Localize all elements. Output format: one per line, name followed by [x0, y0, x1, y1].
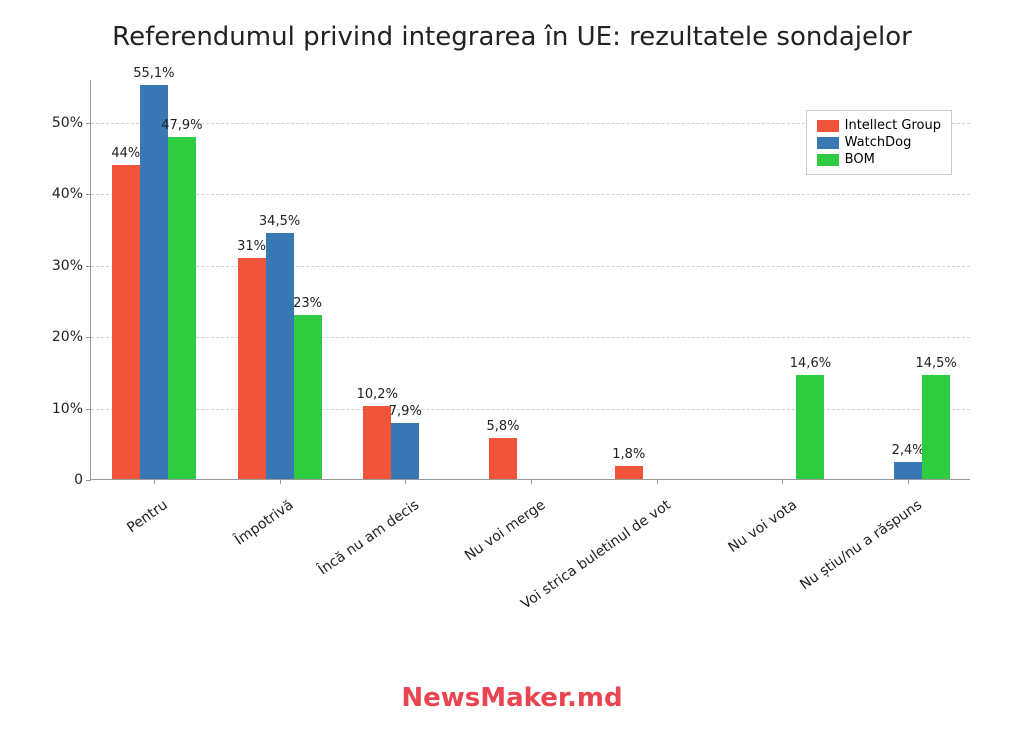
plot-area: 010%20%30%40%50%Pentru44%55,1%47,9%Împot…: [90, 80, 970, 480]
bar: [922, 375, 950, 479]
y-tick-mark: [86, 480, 91, 481]
bar: [894, 462, 922, 479]
legend-label: WatchDog: [845, 135, 912, 150]
gridline: [91, 337, 970, 338]
bar: [363, 406, 391, 479]
y-tick-mark: [86, 409, 91, 410]
bar-value-label: 1,8%: [612, 447, 645, 462]
bar-value-label: 7,9%: [389, 404, 422, 419]
x-tick-mark: [405, 479, 406, 484]
y-tick-label: 20%: [41, 329, 83, 345]
bar: [615, 466, 643, 479]
legend-item: Intellect Group: [817, 117, 941, 134]
legend: Intellect Group WatchDog BOM: [806, 110, 952, 175]
bar: [238, 258, 266, 479]
y-tick-label: 10%: [41, 401, 83, 417]
x-tick-mark: [280, 479, 281, 484]
x-tick-mark: [531, 479, 532, 484]
x-tick-mark: [657, 479, 658, 484]
bar: [140, 85, 168, 479]
y-tick-mark: [86, 123, 91, 124]
y-tick-label: 0: [41, 472, 83, 488]
branding-logo: NewsMaker.md: [0, 683, 1024, 713]
bar-value-label: 14,6%: [790, 356, 831, 371]
bar: [266, 233, 294, 479]
bar-value-label: 31%: [237, 239, 266, 254]
bar: [294, 315, 322, 479]
bar-value-label: 5,8%: [486, 419, 519, 434]
x-category-label: Nu voi merge: [462, 497, 548, 564]
y-tick-label: 30%: [41, 258, 83, 274]
legend-swatch: [817, 137, 839, 149]
x-category-label: Pentru: [125, 497, 171, 536]
bar-value-label: 10,2%: [357, 387, 398, 402]
y-tick-label: 40%: [41, 186, 83, 202]
bar-value-label: 44%: [111, 146, 140, 161]
x-tick-mark: [782, 479, 783, 484]
y-tick-label: 50%: [41, 115, 83, 131]
gridline: [91, 409, 970, 410]
x-tick-mark: [908, 479, 909, 484]
bar: [489, 438, 517, 479]
x-category-label: Încă nu am decis: [316, 497, 423, 578]
y-tick-mark: [86, 266, 91, 267]
x-category-label: Nu voi vota: [725, 497, 800, 556]
bar: [391, 423, 419, 479]
bar-value-label: 47,9%: [161, 118, 202, 133]
gridline: [91, 194, 970, 195]
legend-item: WatchDog: [817, 134, 941, 151]
chart-title: Referendumul privind integrarea în UE: r…: [0, 0, 1024, 62]
bar: [796, 375, 824, 479]
bar-value-label: 2,4%: [892, 443, 925, 458]
legend-label: Intellect Group: [845, 118, 941, 133]
bar-value-label: 14,5%: [915, 356, 956, 371]
bar-value-label: 23%: [293, 296, 322, 311]
x-category-label: Nu știu/nu a răspuns: [797, 497, 925, 593]
legend-label: BOM: [845, 152, 875, 167]
bar-value-label: 34,5%: [259, 214, 300, 229]
y-tick-mark: [86, 194, 91, 195]
x-category-label: Împotrivă: [233, 497, 297, 549]
legend-item: BOM: [817, 151, 941, 168]
x-tick-mark: [154, 479, 155, 484]
bar: [168, 137, 196, 479]
bar-value-label: 55,1%: [133, 66, 174, 81]
y-tick-mark: [86, 337, 91, 338]
bar: [112, 165, 140, 479]
legend-swatch: [817, 120, 839, 132]
gridline: [91, 266, 970, 267]
legend-swatch: [817, 154, 839, 166]
